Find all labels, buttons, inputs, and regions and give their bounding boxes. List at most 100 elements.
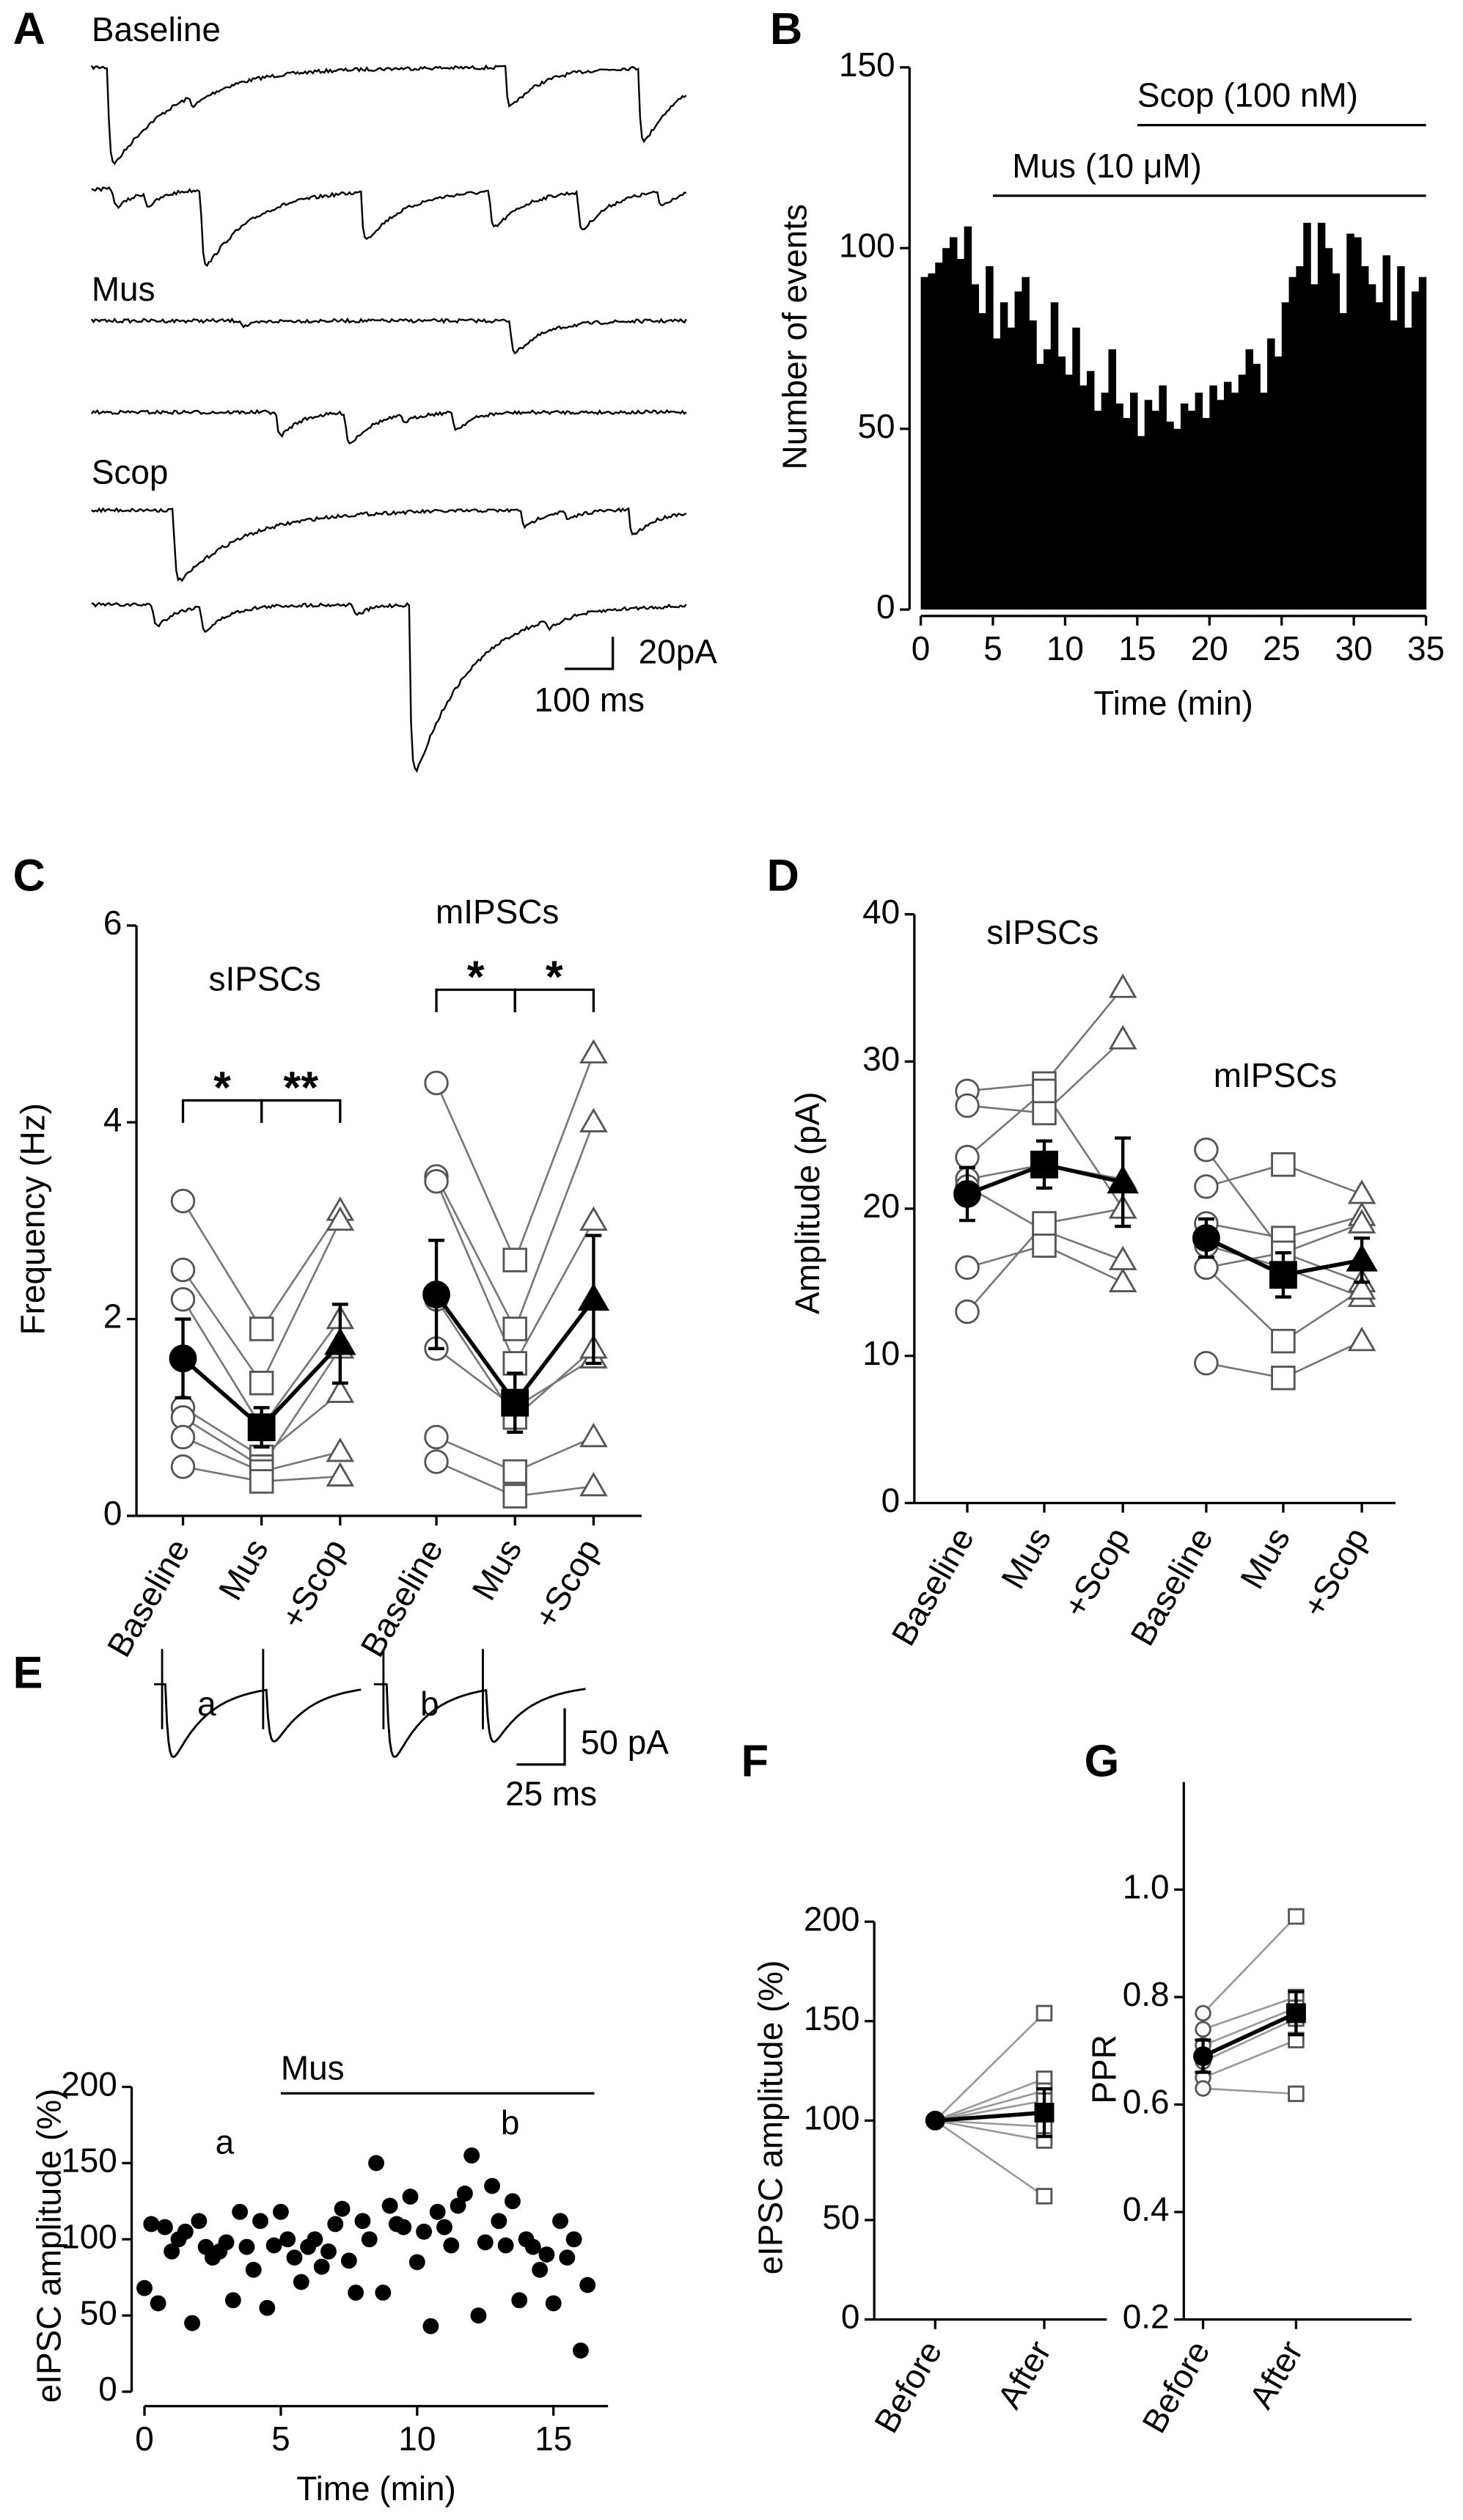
x-tick-label: Baseline xyxy=(353,1532,450,1663)
cell-point xyxy=(1195,2080,1211,2097)
cell-point xyxy=(502,1484,527,1509)
y-axis-label: Number of events xyxy=(775,204,813,469)
point xyxy=(505,2193,521,2210)
significance-label: * xyxy=(213,1062,231,1112)
histogram-bar xyxy=(1310,284,1319,610)
histogram-bar xyxy=(1346,233,1354,610)
cell-point xyxy=(1035,2004,1053,2022)
point xyxy=(402,2188,419,2205)
histogram-bar xyxy=(1231,392,1239,610)
histogram-bar xyxy=(1173,428,1181,610)
scale-label: 20pA xyxy=(639,632,718,670)
x-tick-label: 15 xyxy=(1118,629,1156,667)
panel-label: E xyxy=(13,1648,43,1698)
histogram-bar xyxy=(1086,370,1095,610)
histogram-bar xyxy=(1324,248,1333,610)
cell-point xyxy=(955,1255,980,1281)
cell-line xyxy=(1203,2039,1297,2079)
cell-point xyxy=(1347,1209,1376,1234)
x-tick-label: 35 xyxy=(1407,629,1445,667)
point xyxy=(191,2213,208,2230)
histogram-bar xyxy=(1253,363,1261,610)
histogram-bar xyxy=(1166,421,1174,610)
histogram-bar xyxy=(1137,436,1145,610)
cell-point xyxy=(326,1437,355,1462)
y-tick-label: 50 xyxy=(822,2198,859,2236)
scale-bar xyxy=(516,1708,566,1766)
point xyxy=(164,2243,180,2260)
cell-point xyxy=(1032,1100,1057,1126)
histogram-bar xyxy=(1108,349,1116,610)
cell-line xyxy=(1203,2007,1297,2047)
mean-point xyxy=(953,1180,981,1208)
significance-bracket xyxy=(513,988,595,1013)
annotation: Mus (10 μM) xyxy=(1012,147,1202,185)
point xyxy=(450,2197,466,2214)
point xyxy=(177,2223,194,2240)
cell-point xyxy=(1195,2004,1211,2022)
significance-bracket xyxy=(260,1099,342,1123)
cell-point xyxy=(955,1145,980,1170)
cell-point xyxy=(326,1462,355,1487)
point xyxy=(340,2252,357,2269)
x-tick-label: 15 xyxy=(535,2420,572,2458)
mean-point xyxy=(1030,1150,1058,1179)
y-tick-label: 0.4 xyxy=(1123,2190,1170,2228)
point xyxy=(538,2246,555,2263)
cell-line xyxy=(1202,2018,1297,2063)
histogram-bar xyxy=(1187,411,1196,610)
mean-point xyxy=(247,1413,276,1442)
histogram-bar xyxy=(1115,403,1123,610)
x-axis-label: Time (min) xyxy=(1093,684,1253,722)
cell-point xyxy=(424,1169,449,1194)
histogram-bar xyxy=(1260,392,1268,610)
point xyxy=(381,2197,398,2214)
point xyxy=(565,2231,582,2248)
histogram-bar xyxy=(993,338,1001,610)
histogram-bar xyxy=(1209,385,1217,610)
histogram-bar xyxy=(1079,385,1088,610)
cell-point xyxy=(1194,1138,1219,1162)
point xyxy=(232,2203,249,2220)
histogram-bar xyxy=(1245,349,1253,610)
point xyxy=(272,2203,289,2220)
point xyxy=(477,2234,494,2251)
histogram-bar xyxy=(1288,276,1297,610)
cell-point xyxy=(1271,1328,1296,1354)
y-tick-label: 1.0 xyxy=(1123,1868,1170,1906)
histogram-bar xyxy=(1093,411,1102,610)
point xyxy=(313,2258,330,2275)
y-tick-label: 150 xyxy=(839,45,895,84)
y-tick-label: 6 xyxy=(103,904,122,942)
cell-point xyxy=(170,1424,196,1450)
point xyxy=(429,2203,446,2220)
cell-point xyxy=(955,1299,980,1325)
point xyxy=(375,2285,392,2301)
point xyxy=(443,2237,460,2254)
histogram-bar xyxy=(1303,222,1311,610)
histogram-bar xyxy=(1065,374,1073,610)
histogram-bar xyxy=(942,248,950,610)
cell-point xyxy=(249,1316,274,1341)
y-tick-label: 50 xyxy=(858,407,895,445)
cell-point xyxy=(1347,1326,1376,1352)
cell-line xyxy=(1203,1996,1297,2031)
group-label: mIPSCs xyxy=(1214,1056,1337,1094)
y-tick-label: 2 xyxy=(103,1297,122,1336)
trace xyxy=(91,186,687,268)
y-tick-label: 100 xyxy=(839,226,895,264)
histogram-bar xyxy=(1296,265,1304,610)
cell-point xyxy=(170,1257,196,1283)
y-axis-label: PPR xyxy=(1085,2034,1123,2103)
mean-point xyxy=(1193,2046,1213,2067)
x-tick-label: Baseline xyxy=(884,1521,981,1652)
point xyxy=(395,2219,412,2235)
y-tick-label: 10 xyxy=(862,1334,900,1372)
y-tick-label: 0.6 xyxy=(1123,2083,1170,2121)
panel-label: G xyxy=(1085,1736,1120,1786)
histogram-bar xyxy=(1144,400,1153,610)
x-tick-label: Mus xyxy=(1233,1521,1297,1595)
histogram-bar xyxy=(1339,312,1347,610)
cell-point xyxy=(170,1454,196,1479)
